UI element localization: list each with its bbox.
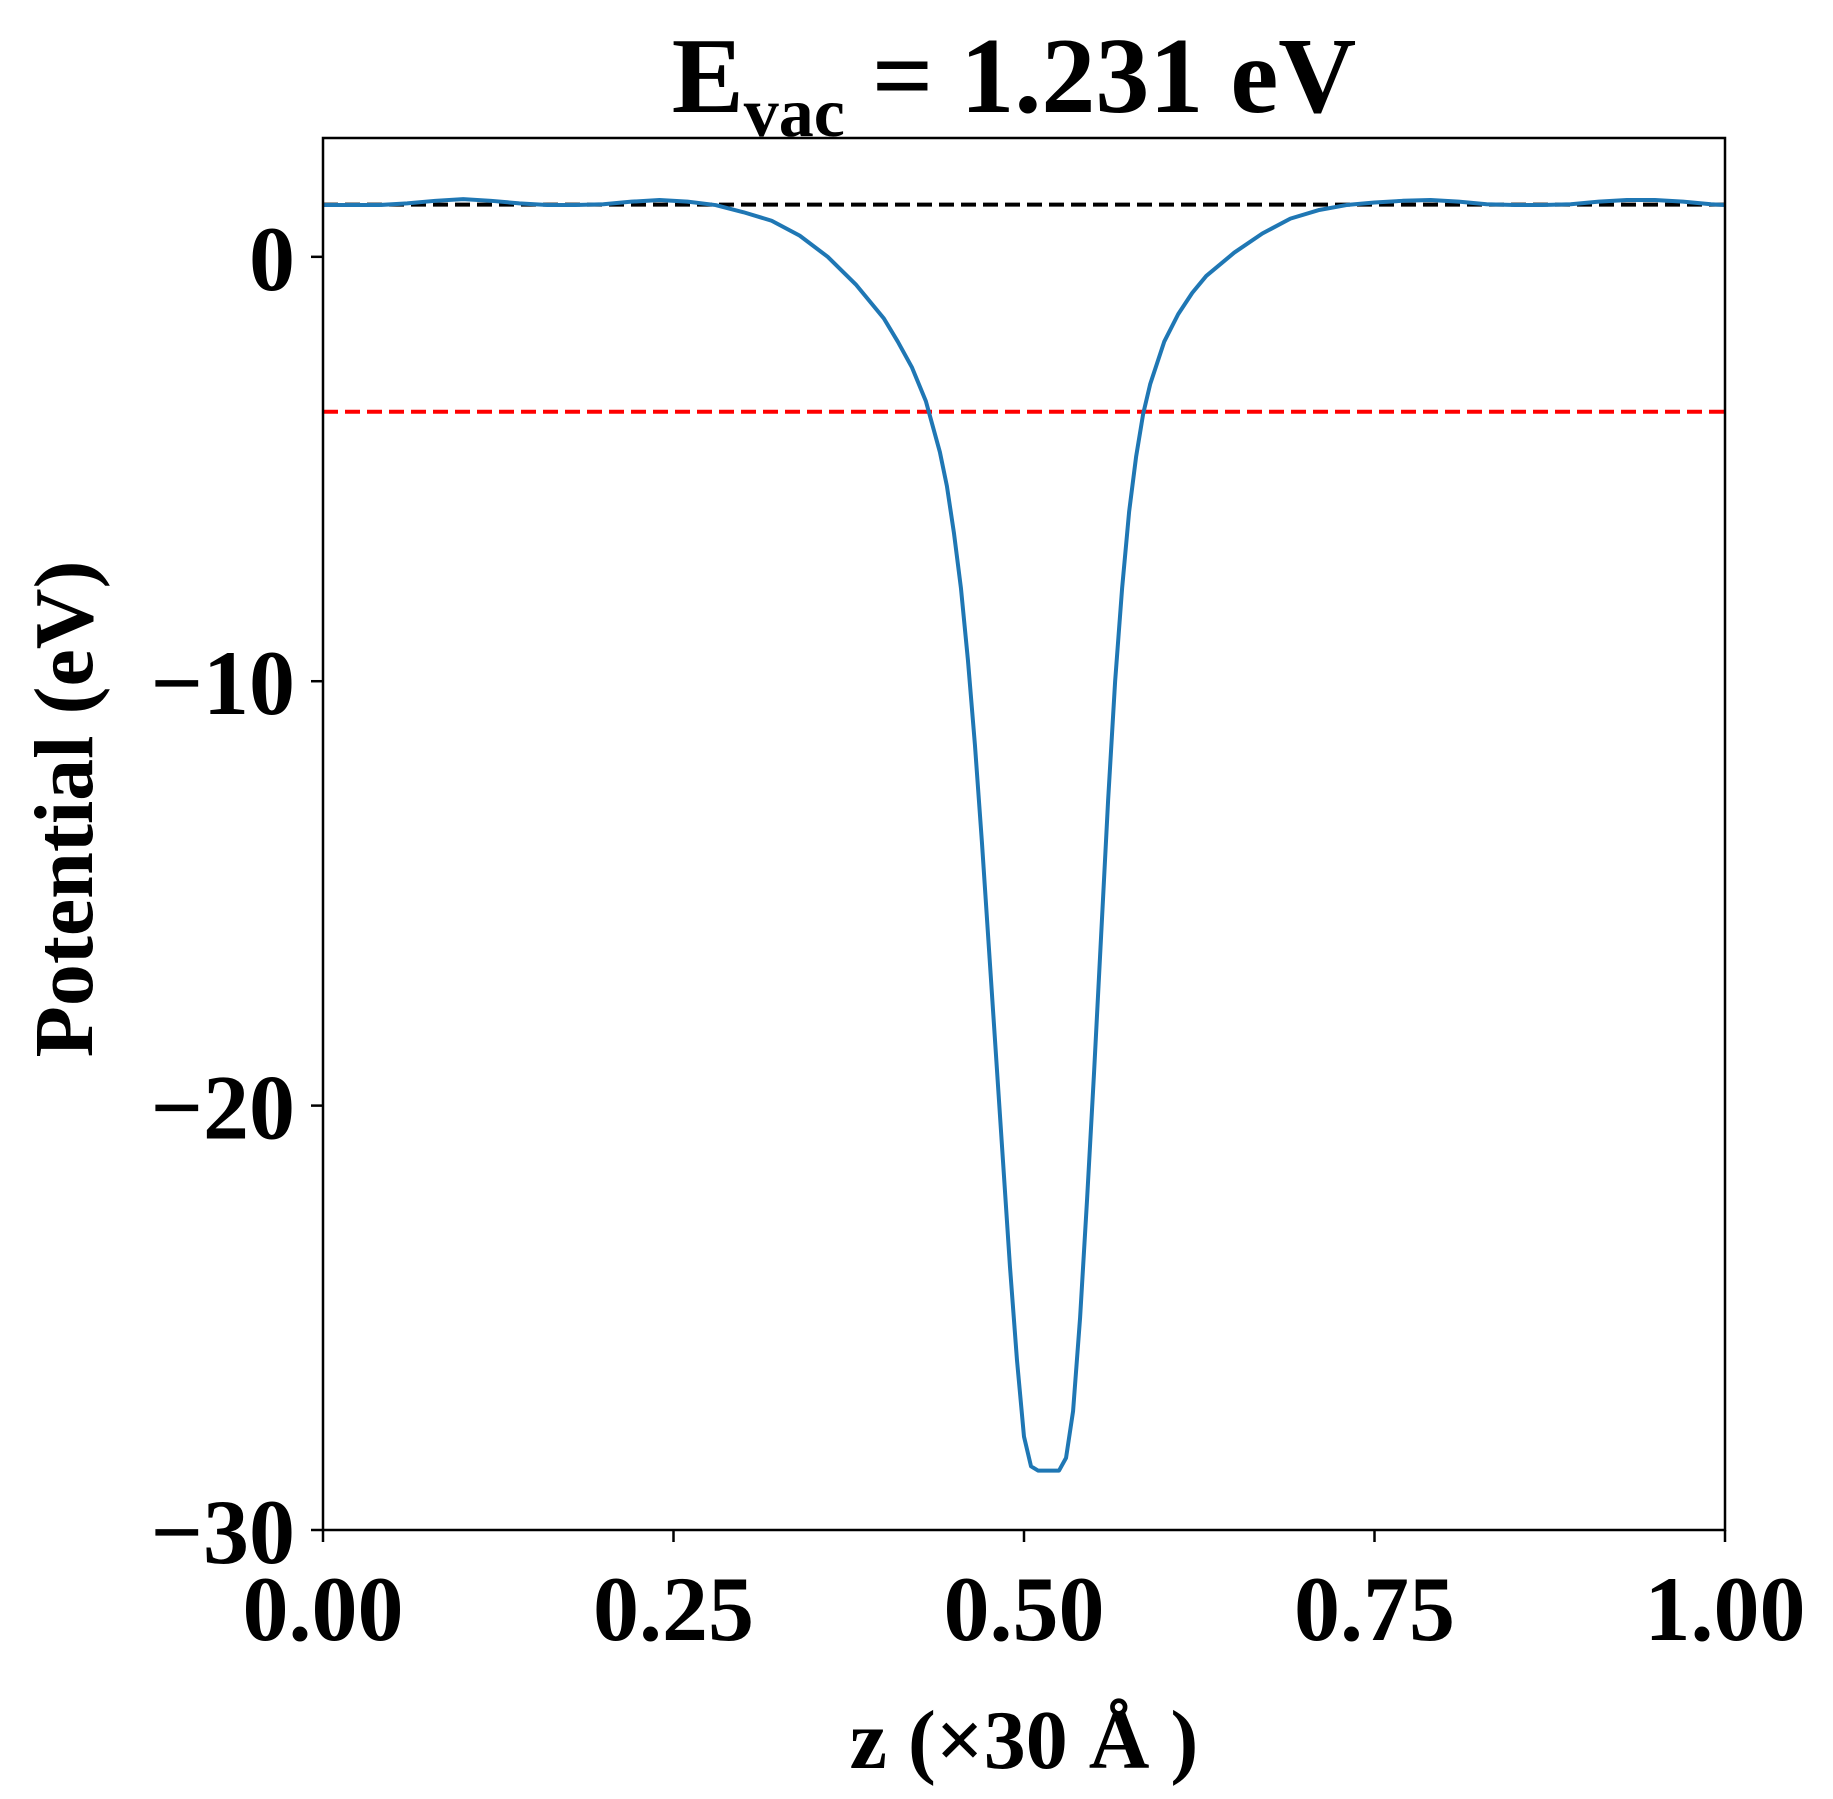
chart-title: Evac = 1.231 eV [672, 17, 1357, 152]
chart-title-subscript: vac [744, 75, 845, 152]
data-layer [323, 197, 1725, 1473]
x-tick-label: 0.50 [944, 1558, 1105, 1660]
y-tick-label: −30 [151, 1481, 295, 1583]
x-tick-label: 0.00 [243, 1558, 404, 1660]
series-line-0 [323, 197, 1725, 1473]
y-tick-label: 0 [249, 208, 295, 310]
y-tick-label: −10 [151, 632, 295, 734]
x-tick-label: 0.75 [1294, 1558, 1455, 1660]
y-axis-label: Potential (eV) [18, 561, 111, 1058]
y-tick-label: −20 [151, 1057, 295, 1159]
plot-frame [321, 136, 1727, 1532]
chart-title-rest: = 1.231 eV [845, 17, 1356, 136]
chart-title-main: E [672, 17, 744, 136]
x-axis-label: z (×30 Å ) [850, 1694, 1199, 1787]
x-tick-label: 1.00 [1645, 1558, 1806, 1660]
axis-ticks: 0.00 0.25 0.50 0.75 1.00 0 −10 −20 −30 [151, 208, 1806, 1660]
x-tick-label: 0.25 [593, 1558, 754, 1660]
